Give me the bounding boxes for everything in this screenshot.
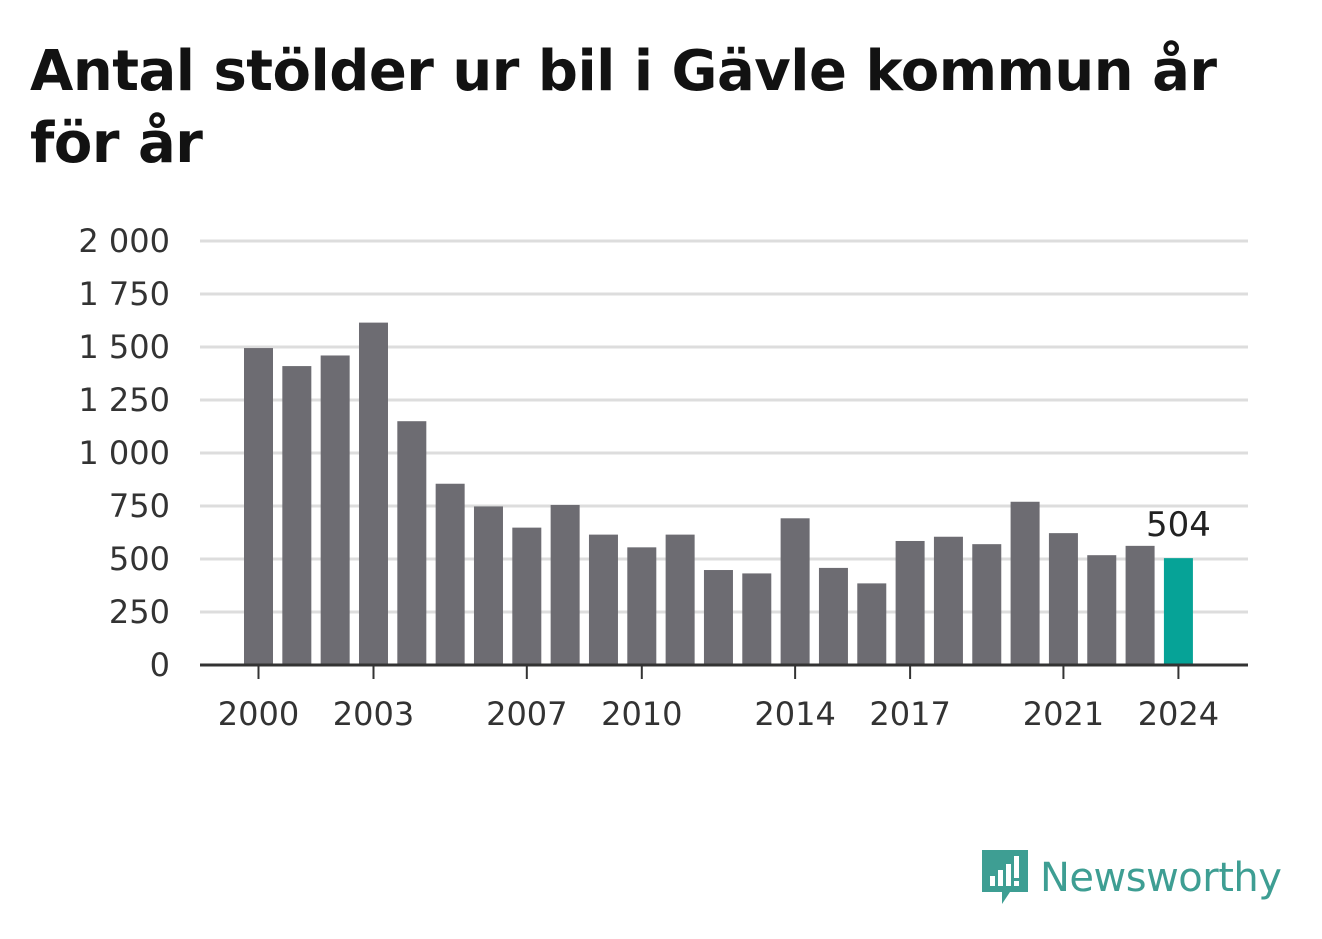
bar-2017: [895, 540, 925, 665]
x-axis-ticks: 2000 2003 2007 2010 2014 2017 2021 2024: [218, 665, 1219, 733]
bar-2001: [282, 366, 312, 665]
bar-2012: [703, 570, 733, 665]
bar-2024: [1163, 558, 1193, 665]
bar-2006: [473, 506, 503, 665]
x-tick-label: 2003: [333, 695, 414, 733]
bar-2005: [435, 483, 465, 665]
y-tick-label: 1 500: [78, 328, 170, 366]
bar-2000: [244, 348, 273, 665]
y-tick-label: 2 000: [78, 222, 170, 260]
y-tick-label: 0: [150, 646, 170, 684]
bar-2018: [933, 536, 963, 665]
bars: [244, 322, 1193, 665]
x-tick-label: 2010: [601, 695, 682, 733]
bar-2010: [627, 547, 657, 665]
bar-2023: [1125, 545, 1155, 665]
bar-2015: [818, 567, 848, 665]
y-tick-label: 500: [109, 540, 170, 578]
bar-2009: [588, 534, 618, 665]
bar-2004: [397, 421, 427, 665]
bar-2019: [972, 544, 1002, 665]
chart-title: Antal stölder ur bil i Gävle kommun år f…: [30, 39, 1217, 176]
bar-2022: [1087, 555, 1117, 665]
newsworthy-logo-icon: [982, 850, 1028, 904]
y-tick-label: 1 250: [78, 381, 170, 419]
x-tick-label: 2000: [218, 695, 299, 733]
bar-2008: [550, 504, 580, 665]
y-axis-ticks: 0 250 500 750 1 000 1 250 1 500 1 750 2 000: [78, 222, 170, 684]
x-tick-label: 2021: [1023, 695, 1104, 733]
bar-2020: [1010, 501, 1040, 665]
bar-2014: [780, 518, 810, 665]
x-tick-label: 2014: [754, 695, 835, 733]
y-tick-label: 250: [109, 593, 170, 631]
bar-2002: [320, 355, 350, 665]
bar-2013: [742, 573, 772, 665]
x-tick-label: 2024: [1138, 695, 1219, 733]
y-tick-label: 1 750: [78, 275, 170, 313]
y-tick-label: 1 000: [78, 434, 170, 472]
data-labels: 504: [1146, 505, 1211, 545]
bar-2016: [857, 583, 887, 665]
x-tick-label: 2017: [869, 695, 950, 733]
bar-2003: [358, 322, 388, 665]
bar-2007: [512, 527, 542, 665]
x-tick-label: 2007: [486, 695, 567, 733]
bar-2011: [665, 534, 695, 665]
data-label-2024: 504: [1146, 505, 1211, 545]
y-tick-label: 750: [109, 487, 170, 525]
brand-name: Newsworthy: [1040, 855, 1282, 901]
newsworthy-logo: Newsworthy: [980, 848, 1282, 908]
bar-2021: [1048, 533, 1078, 665]
